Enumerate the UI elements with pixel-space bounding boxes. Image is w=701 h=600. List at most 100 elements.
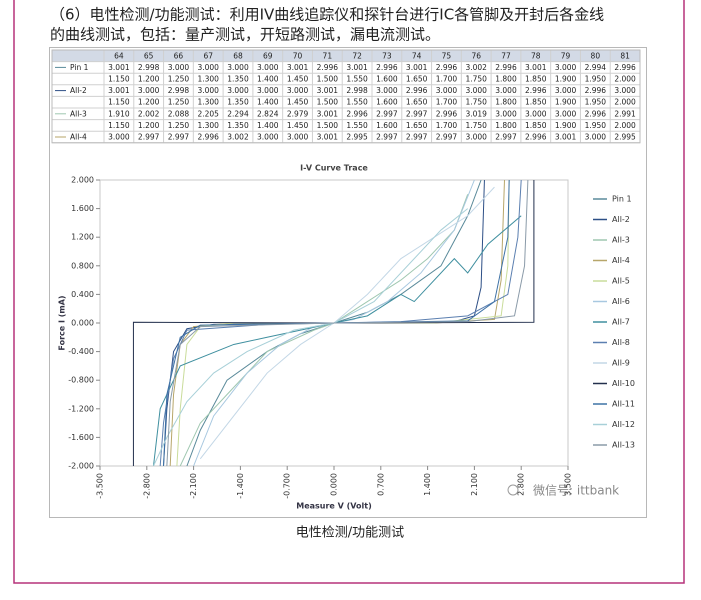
table-cell: 1.200 (138, 75, 160, 84)
table-cell: 1.550 (346, 98, 368, 107)
table-cell: 3.000 (287, 86, 309, 95)
table-cell: 3.000 (495, 109, 517, 118)
table-cell: 1.150 (108, 98, 130, 107)
table-header-cell: 69 (263, 51, 273, 60)
table-cell: 1.650 (406, 121, 428, 130)
table-cell: 2.997 (168, 133, 190, 142)
table-cell: 1.300 (197, 98, 219, 107)
table-cell: 1.750 (465, 98, 487, 107)
table-cell: 2.088 (168, 109, 190, 118)
row-label: All-4 (70, 133, 87, 142)
table-cell: 3.000 (436, 86, 458, 95)
table-header-cell: 76 (471, 51, 481, 60)
legend-label: All-3 (612, 236, 630, 245)
x-axis-label: Measure V (Volt) (296, 502, 372, 511)
table-cell: 2.995 (614, 133, 636, 142)
table-header-cell: 81 (620, 51, 630, 60)
table-cell: 2.996 (585, 109, 607, 118)
plot-lines (132, 180, 535, 466)
table-cell: 2.979 (287, 109, 309, 118)
table-cell: 3.000 (138, 86, 160, 95)
table-cell: 3.000 (257, 133, 279, 142)
y-tick-label: 1.600 (71, 204, 94, 213)
table-cell: 3.001 (317, 109, 339, 118)
table-cell: 1.650 (406, 75, 428, 84)
legend-label: Pin 1 (612, 195, 632, 204)
legend: Pin 1 All-2 All-3 All-4 All-5 All-6 All-7 All-8… (593, 195, 635, 450)
table-cell: 2.991 (614, 109, 636, 118)
table-cell: 2.996 (436, 63, 458, 72)
caption: 电性检测/功能测试 (296, 526, 404, 541)
table-cell: 1.900 (555, 121, 577, 130)
table-cell: 3.001 (108, 63, 130, 72)
table-cell: 2.997 (376, 133, 398, 142)
table-cell: 1.900 (555, 75, 577, 84)
table-cell: 1.850 (525, 75, 547, 84)
table-cell: 1.250 (168, 75, 190, 84)
table-cell: 3.001 (406, 63, 428, 72)
table-cell: 1.600 (376, 75, 398, 84)
table-cell: 1.200 (138, 121, 160, 130)
table-cell: 1.350 (227, 75, 249, 84)
data-table: 64 65 66 67 68 69 70 71 72 73 74 75 76 77 78 79 80 81 Pin … (51, 49, 641, 144)
table-cell: 2.996 (525, 133, 547, 142)
y-tick-label: 0.400 (71, 290, 94, 299)
x-tick-label: 0.000 (330, 473, 339, 496)
legend-label: All-8 (612, 338, 630, 347)
table-cell: 3.001 (108, 86, 130, 95)
table-cell: 1.800 (495, 121, 517, 130)
x-tick-label: -0.700 (283, 473, 292, 499)
table-cell: 2.996 (585, 86, 607, 95)
table-cell: 3.000 (197, 63, 219, 72)
x-tick-label: -2.800 (142, 473, 151, 499)
chart-title: I-V Curve Trace (300, 164, 368, 173)
legend-label: All-5 (612, 277, 630, 286)
x-tick-label: 2.100 (470, 473, 479, 496)
table-cell: 3.000 (227, 63, 249, 72)
table-header-cell: 64 (114, 51, 124, 60)
table-cell: 2.294 (227, 109, 249, 118)
table-header-cell: 66 (174, 51, 184, 60)
table-cell: 3.001 (346, 63, 368, 72)
table-cell: 3.001 (525, 63, 547, 72)
paragraph-line: 的曲线测试，包括：量产测试，开短路测试，漏电流测试。 (50, 26, 440, 44)
table-cell: 3.000 (376, 86, 398, 95)
table-cell: 3.000 (257, 63, 279, 72)
table-cell: 1.400 (257, 121, 279, 130)
x-tick-label: 1.400 (423, 473, 432, 496)
y-tick-label: 0.800 (71, 261, 94, 270)
table-cell: 2.996 (197, 133, 219, 142)
iv-curve (152, 215, 522, 466)
table-header-cell: 70 (293, 51, 303, 60)
table-cell: 2.995 (346, 133, 368, 142)
table-cell: 3.019 (465, 109, 487, 118)
table-cell: 1.700 (436, 75, 458, 84)
legend-label: All-4 (612, 256, 630, 265)
table-cell: 1.750 (465, 75, 487, 84)
table-cell: 2.997 (376, 109, 398, 118)
table-cell: 1.300 (197, 75, 219, 84)
table-cell: 3.000 (525, 109, 547, 118)
table-cell: 1.400 (257, 75, 279, 84)
table-cell: 2.996 (614, 63, 636, 72)
table-cell: 1.250 (168, 98, 190, 107)
table-cell: 2.998 (168, 86, 190, 95)
table-cell: 3.000 (555, 63, 577, 72)
iv-curve (153, 208, 469, 466)
table-header-cell: 67 (203, 51, 213, 60)
table-header-cell: 79 (561, 51, 571, 60)
table-cell: 3.001 (317, 86, 339, 95)
y-tick-label: -0.800 (68, 376, 94, 385)
table-cell: 1.800 (495, 75, 517, 84)
table-cell: 3.000 (227, 86, 249, 95)
table-cell: 2.996 (525, 86, 547, 95)
table-cell: 3.001 (555, 133, 577, 142)
table-header-cell: 73 (382, 51, 392, 60)
x-tick-label: -3.500 (96, 473, 105, 499)
table-cell: 1.500 (317, 75, 339, 84)
axes: 2.000 1.600 1.200 0.800 0.400 0.000 -0.400 -0.8… (68, 176, 572, 499)
table-cell: 2.000 (614, 98, 636, 107)
table-cell: 1.300 (197, 121, 219, 130)
table-cell: 3.000 (555, 109, 577, 118)
table-cell: 2.996 (346, 109, 368, 118)
